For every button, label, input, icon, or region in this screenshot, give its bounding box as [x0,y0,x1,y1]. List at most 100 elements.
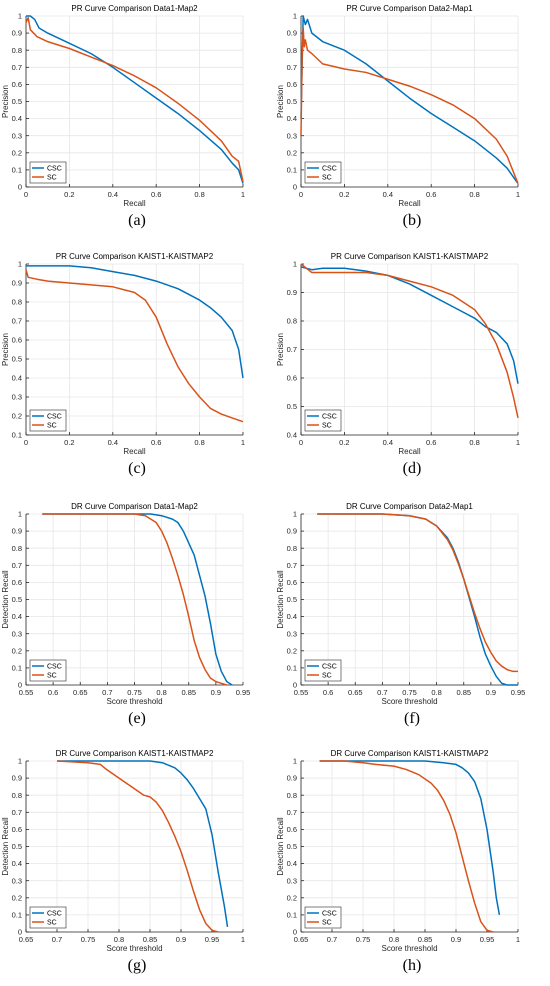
y-tick-label: 0.1 [12,431,22,440]
y-tick-label: 0.2 [287,148,297,157]
x-tick-label: 0.6 [426,190,436,199]
chart-svg-d: 0 0.2 0.4 0.6 0.8 1 0.4 0.5 0.6 0.7 0.8 0.9 1 PR Curv… [276,252,520,456]
x-tick-label: 1 [241,438,245,447]
y-tick-label: 1 [293,757,297,766]
x-tick-label: 0.8 [194,438,204,447]
y-tick-label: 0.4 [12,612,22,621]
y-tick-label: 0.4 [287,114,297,123]
x-axis-label: Recall [123,447,145,456]
chart-panel-a: 0 0.2 0.4 0.6 0.8 1 0 0.1 0.2 0.3 0.4 0.5 0.6 0.7 0.8 0… [0,0,275,212]
y-tick-label: 0.8 [287,46,297,55]
subfigure-label: (f) [404,710,420,727]
y-tick-label: 0.9 [287,288,297,297]
y-tick-label: 0.9 [287,29,297,38]
chart-title: DR Curve Comparison KAIST1-KAISTMAP2 [56,749,214,758]
y-tick-label: 1 [293,510,297,519]
x-tick-label: 0.95 [511,688,526,697]
y-tick-label: 0.3 [287,629,297,638]
legend-label-csc: CSC [47,911,62,918]
y-tick-label: 0.8 [12,298,22,307]
series-line-csc [26,15,244,184]
x-tick-label: 0.95 [205,935,220,944]
subfigure-label: (b) [402,212,422,229]
y-tick-label: 0.7 [287,345,297,354]
x-tick-label: 0.4 [383,438,393,447]
x-tick-label: 0.8 [114,935,124,944]
y-tick-label: 0 [18,928,22,937]
y-tick-label: 0.1 [12,166,22,175]
x-tick-label: 0.9 [176,935,186,944]
x-tick-label: 0.9 [451,935,461,944]
x-tick-label: 0.9 [486,688,496,697]
series-line-sc [25,16,244,183]
y-tick-label: 0.8 [287,791,297,800]
x-tick-label: 0.65 [19,935,34,944]
y-tick-label: 0 [18,183,22,192]
y-tick-label: 0.6 [287,80,297,89]
y-tick-label: 0.4 [287,859,297,868]
y-tick-label: 0.5 [12,97,22,106]
y-tick-label: 0.1 [287,166,297,175]
y-axis-label: Detection Recall [276,817,285,875]
chart-svg-f: 0.55 0.6 0.65 0.7 0.75 0.8 0.85 0.9 0.95 0 0.1 0.2 0… [276,502,526,706]
y-tick-label: 0.9 [12,29,22,38]
x-tick-label: 1 [516,190,520,199]
x-tick-label: 0.55 [19,688,34,697]
y-tick-label: 0.6 [12,80,22,89]
series-line-sc [319,760,494,933]
y-axis-label: Detection Recall [1,817,10,875]
series-line-sc [300,263,519,419]
x-tick-label: 0.8 [156,688,166,697]
x-tick-label: 1 [241,935,245,944]
chart-title: PR Curve Comparison Data2-Map1 [346,4,473,13]
y-tick-label: 0.7 [12,317,22,326]
y-tick-label: 1 [18,757,22,766]
x-axis-label: Score threshold [106,944,162,953]
y-tick-label: 0.9 [287,774,297,783]
y-tick-label: 0.3 [12,131,22,140]
x-tick-label: 0.75 [402,688,417,697]
chart-panel-d: 0 0.2 0.4 0.6 0.8 1 0.4 0.5 0.6 0.7 0.8 0.9 1 PR Curv… [275,248,550,460]
y-tick-label: 0.7 [287,63,297,72]
legend-label-sc: SC [47,673,57,680]
y-tick-label: 1 [18,260,22,269]
y-tick-label: 0.6 [12,578,22,587]
y-tick-label: 0.2 [287,646,297,655]
x-tick-label: 0.95 [236,688,251,697]
series-line-csc [300,266,519,384]
series-line-csc [26,265,244,379]
x-tick-label: 0.65 [294,935,309,944]
x-tick-label: 0 [299,190,303,199]
y-tick-label: 1 [18,12,22,21]
y-tick-label: 0.1 [12,911,22,920]
y-tick-label: 0.8 [12,544,22,553]
y-tick-label: 0.4 [12,859,22,868]
y-axis-label: Precision [1,85,10,118]
x-tick-label: 0.4 [108,438,118,447]
x-tick-label: 0.65 [73,688,88,697]
y-tick-label: 0 [293,183,297,192]
y-axis-label: Precision [276,85,285,118]
y-tick-label: 0.8 [287,544,297,553]
x-axis-label: Recall [123,199,145,208]
y-tick-label: 0 [293,681,297,690]
x-tick-label: 0.6 [323,688,333,697]
subfigure-label: (c) [128,460,146,477]
x-tick-label: 1 [516,438,520,447]
x-tick-label: 0.2 [64,438,74,447]
y-axis-label: Precision [1,333,10,366]
y-tick-label: 0.9 [12,774,22,783]
x-tick-label: 0.7 [102,688,112,697]
y-tick-label: 0.3 [287,131,297,140]
y-tick-label: 0.4 [287,431,297,440]
y-tick-label: 0.3 [12,629,22,638]
legend-label-sc: SC [322,423,332,430]
series-line-csc [57,760,229,927]
y-tick-label: 0 [293,928,297,937]
x-tick-label: 0.85 [456,688,471,697]
x-tick-label: 0.8 [469,438,479,447]
x-tick-label: 0.7 [327,935,337,944]
x-axis-label: Recall [398,199,420,208]
subfigure-label: (a) [128,212,146,229]
y-tick-label: 0.3 [287,876,297,885]
